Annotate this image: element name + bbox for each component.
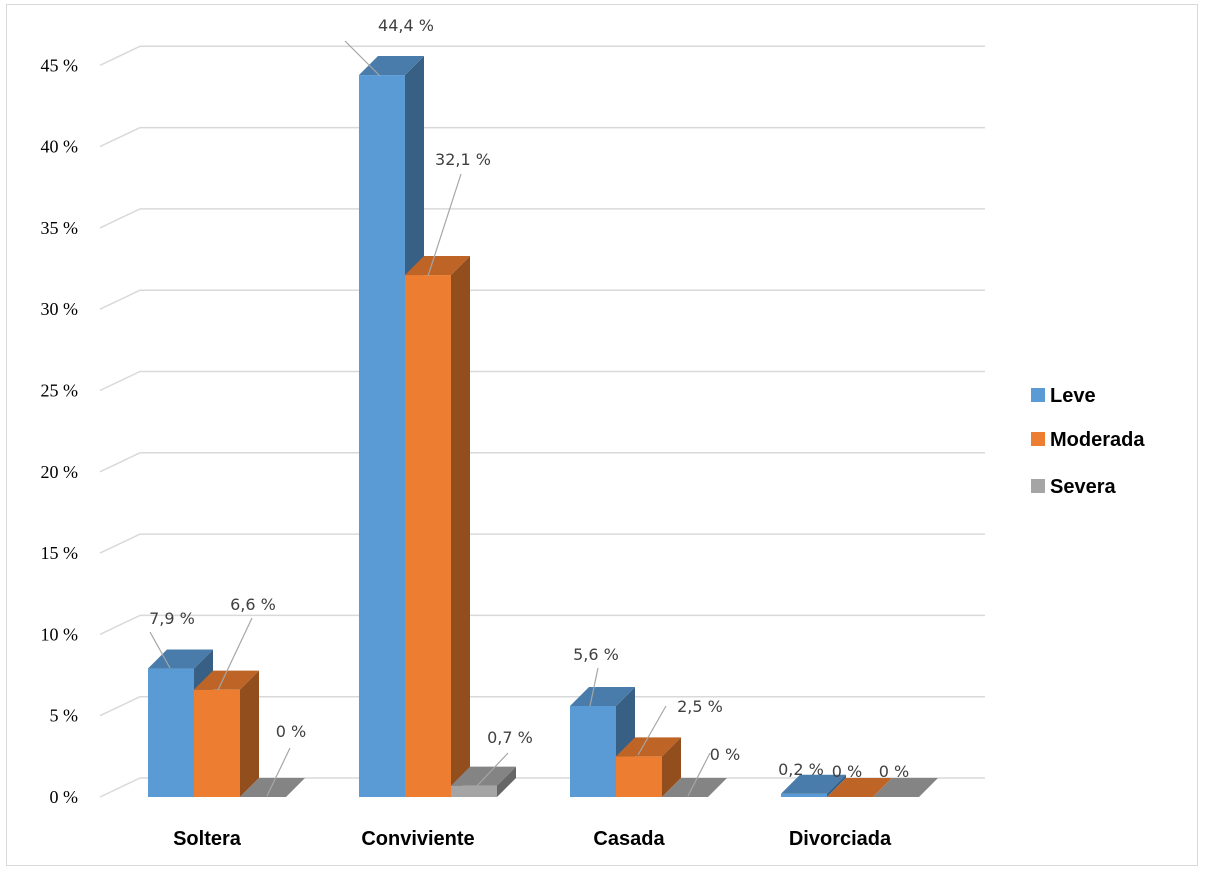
leader-line: [475, 752, 509, 788]
gridline-side: [99, 452, 141, 473]
bar-top: [240, 778, 305, 797]
y-tick-label: 35 %: [41, 218, 79, 238]
bar: [781, 793, 827, 797]
bar-top: [148, 649, 213, 669]
data-label: 5,6 %: [573, 645, 619, 664]
leader-line: [344, 40, 381, 77]
leader-line: [149, 631, 171, 669]
y-tick-label: 5 %: [50, 706, 79, 726]
leader-line: [589, 667, 599, 707]
gridline-side: [99, 696, 141, 717]
data-label: 0 %: [710, 745, 740, 764]
data-label: 32,1 %: [435, 150, 491, 169]
bar: [194, 689, 240, 797]
bar-top: [194, 670, 259, 690]
bar-side: [827, 774, 846, 797]
data-label: 0,7 %: [487, 728, 533, 747]
data-label: 7,9 %: [149, 609, 195, 628]
bar-top: [451, 766, 516, 786]
data-label: 0,2 %: [778, 760, 824, 779]
gridline-side: [99, 533, 141, 554]
gridline-side: [99, 208, 141, 229]
legend-label: Moderada: [1050, 429, 1145, 451]
y-tick-label: 30 %: [41, 299, 79, 319]
bar-top: [570, 686, 635, 706]
data-label: 44,4 %: [378, 16, 434, 35]
legend-label: Leve: [1050, 385, 1096, 407]
y-tick-label: 0 %: [50, 787, 79, 807]
leader-line: [266, 747, 291, 797]
y-tick-label: 10 %: [41, 624, 79, 644]
bar-top: [662, 778, 727, 797]
x-category-label: Conviviente: [361, 828, 474, 850]
gridline-side: [99, 45, 141, 66]
bar-top: [616, 737, 681, 757]
data-label: 0 %: [276, 722, 306, 741]
bar: [616, 756, 662, 797]
bar-top: [781, 774, 846, 794]
gridline-side: [99, 289, 141, 310]
y-tick-label: 40 %: [41, 137, 79, 157]
x-category-label: Soltera: [173, 828, 242, 850]
leader-line: [687, 752, 711, 797]
bar-side: [240, 670, 259, 797]
y-tick-label: 20 %: [41, 462, 79, 482]
leader-line: [427, 173, 462, 277]
bar: [451, 785, 497, 797]
legend-label: Severa: [1050, 476, 1116, 498]
legend-swatch: [1031, 388, 1045, 402]
bar: [570, 705, 616, 797]
data-label: 0 %: [832, 762, 862, 781]
gridline-side: [99, 126, 141, 148]
bar-side: [451, 256, 470, 798]
leader-line: [637, 705, 667, 756]
gridline-side: [99, 777, 141, 798]
bar-side: [497, 766, 516, 797]
data-label: 2,5 %: [677, 697, 723, 716]
bar: [148, 668, 194, 797]
bar-top: [359, 56, 424, 76]
y-tick-label: 25 %: [41, 381, 79, 401]
bar-top: [827, 778, 892, 797]
bar-top: [405, 256, 470, 276]
bar-side: [662, 737, 681, 797]
bar: [405, 275, 451, 798]
leader-line: [217, 617, 253, 691]
legend-swatch: [1031, 432, 1045, 446]
x-category-label: Divorciada: [789, 828, 892, 850]
gridline-side: [99, 614, 141, 636]
y-tick-label: 45 %: [41, 55, 79, 75]
data-label: 6,6 %: [230, 595, 276, 614]
data-label: 0 %: [879, 762, 909, 781]
x-category-label: Casada: [593, 828, 665, 850]
legend-swatch: [1031, 479, 1045, 493]
bar: [359, 75, 405, 797]
gridline-side: [99, 370, 141, 392]
bar-top: [873, 778, 938, 797]
y-tick-label: 15 %: [41, 543, 79, 563]
